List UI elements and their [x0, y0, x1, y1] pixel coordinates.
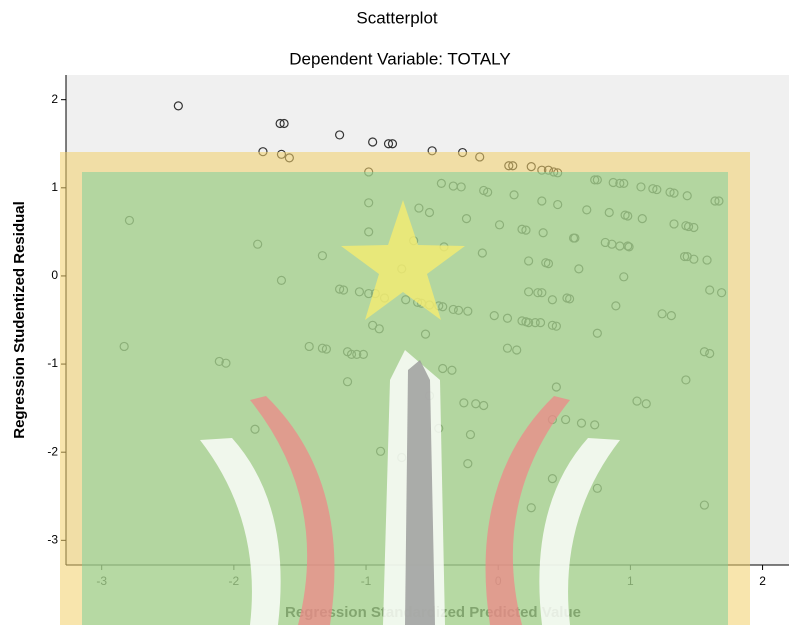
y-tick-label: 1: [51, 180, 58, 194]
y-tick-label: 2: [51, 92, 58, 106]
chart-title: Scatterplot: [356, 8, 438, 27]
y-tick-label: -1: [47, 356, 58, 370]
x-tick-label: 0: [495, 574, 502, 588]
x-tick-label: 1: [627, 574, 634, 588]
x-tick-label: 2: [759, 574, 766, 588]
x-axis-label: Regression Standardized Predicted Value: [285, 604, 581, 621]
y-tick-label: 0: [51, 268, 58, 282]
plot-background: [66, 75, 789, 565]
y-tick-label: -2: [47, 444, 58, 458]
chart-subtitle: Dependent Variable: TOTALY: [289, 49, 510, 68]
y-axis-label: Regression Studentized Residual: [11, 201, 28, 439]
chart: Scatterplot Dependent Variable: TOTALY R…: [0, 0, 789, 625]
x-tick-label: -2: [229, 574, 240, 588]
y-tick-label: -3: [47, 532, 58, 546]
x-tick-label: -3: [96, 574, 107, 588]
page: Scatterplot Dependent Variable: TOTALY R…: [0, 0, 789, 625]
x-tick-label: -1: [361, 574, 372, 588]
